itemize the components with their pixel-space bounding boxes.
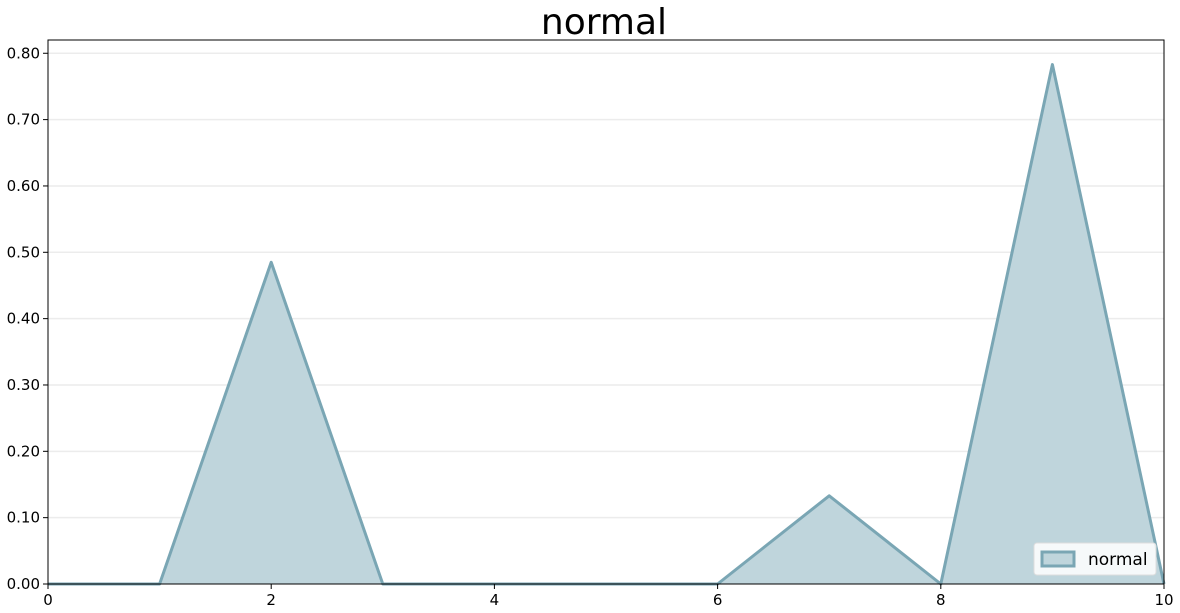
x-tick-label: 0 [43, 591, 53, 609]
x-tick-label: 2 [266, 591, 276, 609]
y-tick-label: 0.30 [7, 376, 40, 394]
legend: normal [1033, 542, 1157, 576]
y-tick-label: 0.10 [7, 509, 40, 527]
legend-label: normal [1088, 550, 1148, 570]
y-tick-label: 0.40 [7, 310, 40, 328]
series-layer [47, 63, 1166, 586]
y-tick-label: 0.00 [7, 575, 40, 593]
y-tick-label: 0.80 [7, 44, 40, 62]
legend-swatch [1040, 550, 1076, 568]
y-tick-label: 0.20 [7, 442, 40, 460]
y-tick-label: 0.70 [7, 111, 40, 129]
y-axis: 0.00 0.10 0.20 0.30 0.40 0.50 0.60 0.70 0.80 [7, 44, 48, 593]
plot-frame [47, 39, 1165, 585]
y-tick-label: 0.50 [7, 243, 40, 261]
series-area [48, 64, 1164, 585]
x-tick-label: 6 [713, 591, 723, 609]
x-tick-label: 8 [936, 591, 946, 609]
chart-title: normal [541, 2, 667, 43]
y-tick-label: 0.60 [7, 177, 40, 195]
x-tick-label: 4 [490, 591, 500, 609]
x-axis: 0 2 4 6 8 10 [43, 584, 1174, 609]
x-tick-label: 10 [1154, 591, 1173, 609]
